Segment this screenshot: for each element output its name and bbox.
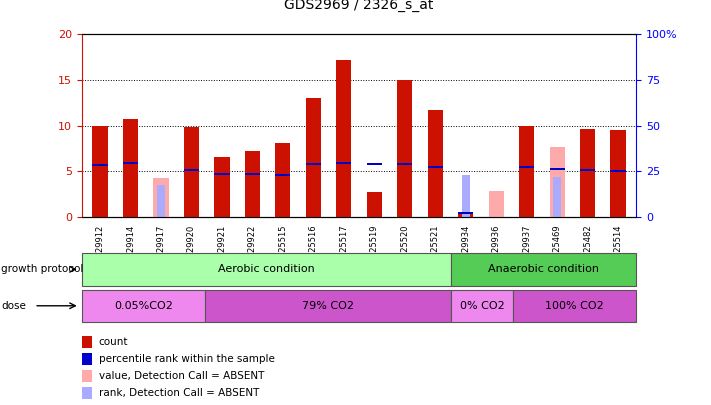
Bar (214, 173, 230, 175)
Bar (123, 162, 138, 164)
Bar (275, 174, 291, 176)
Text: rank, Detection Call = ABSENT: rank, Detection Call = ABSENT (99, 388, 260, 398)
Bar (580, 169, 595, 171)
Bar (184, 169, 199, 171)
Text: GDS2969 / 2326_s_at: GDS2969 / 2326_s_at (284, 0, 434, 12)
Bar (611, 170, 626, 172)
Text: 100% CO2: 100% CO2 (545, 301, 604, 311)
Bar (157, 185, 165, 217)
Bar (92, 164, 107, 166)
Bar (306, 98, 321, 217)
Bar (580, 129, 595, 217)
Bar (245, 173, 260, 175)
Bar (367, 192, 382, 217)
Bar (184, 127, 199, 217)
Bar (123, 119, 138, 217)
Text: 79% CO2: 79% CO2 (302, 301, 354, 311)
Text: 0% CO2: 0% CO2 (460, 301, 505, 311)
Bar (306, 163, 321, 165)
Bar (367, 163, 382, 165)
Bar (427, 110, 443, 217)
Bar (519, 166, 534, 168)
Bar (154, 178, 169, 217)
Text: count: count (99, 337, 128, 347)
Bar (458, 212, 474, 214)
Bar (245, 151, 260, 217)
Bar (275, 143, 291, 217)
Bar (553, 177, 561, 217)
Bar (397, 163, 412, 165)
Bar (427, 166, 443, 168)
Text: Anaerobic condition: Anaerobic condition (488, 264, 599, 274)
Bar (397, 80, 412, 217)
Bar (336, 162, 351, 164)
Text: value, Detection Call = ABSENT: value, Detection Call = ABSENT (99, 371, 264, 381)
Text: 0.05%CO2: 0.05%CO2 (114, 301, 173, 311)
Text: growth protocol: growth protocol (1, 264, 84, 274)
Bar (461, 175, 470, 217)
Bar (214, 156, 230, 217)
Text: Aerobic condition: Aerobic condition (218, 264, 315, 274)
Bar (550, 168, 565, 170)
Bar (336, 60, 351, 217)
Bar (611, 130, 626, 217)
Bar (458, 214, 474, 217)
Text: dose: dose (1, 301, 26, 311)
Bar (550, 147, 565, 217)
Bar (488, 191, 504, 217)
Bar (92, 126, 107, 217)
Bar (519, 126, 534, 217)
Text: percentile rank within the sample: percentile rank within the sample (99, 354, 274, 364)
